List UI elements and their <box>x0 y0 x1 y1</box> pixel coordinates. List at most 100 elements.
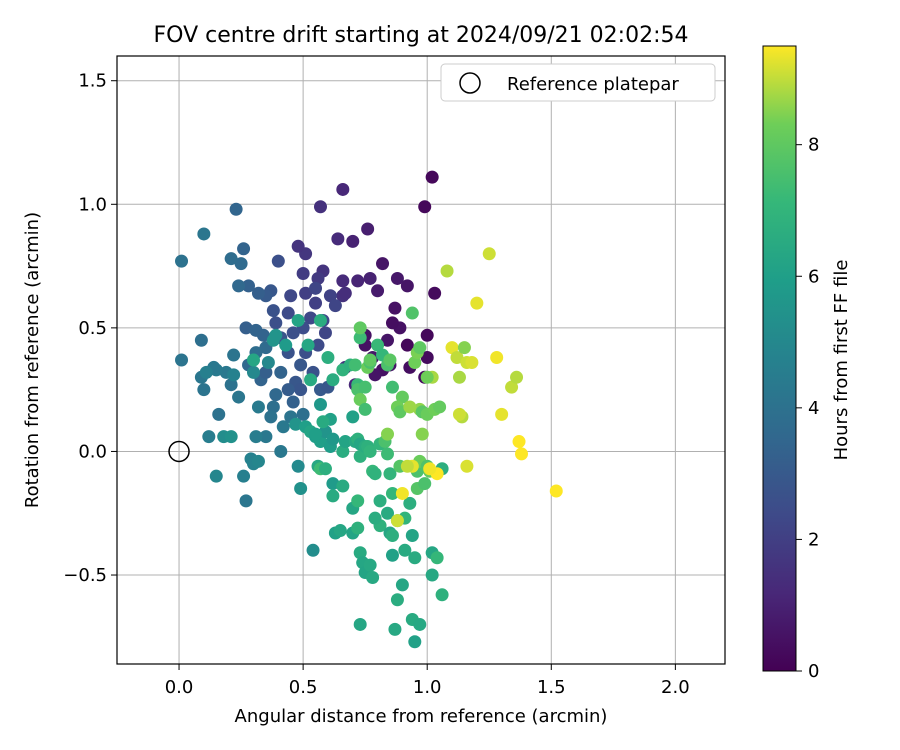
data-point <box>234 257 248 271</box>
data-point <box>227 368 241 382</box>
data-point <box>393 405 407 419</box>
x-tick-label: 0.5 <box>289 677 318 698</box>
data-point <box>237 469 251 483</box>
data-point <box>326 432 340 446</box>
data-point <box>423 462 437 476</box>
data-point <box>368 467 382 481</box>
data-point <box>440 264 454 278</box>
data-point <box>353 321 367 335</box>
data-point <box>395 390 409 404</box>
data-point <box>209 469 223 483</box>
data-point <box>373 494 387 508</box>
data-point <box>366 570 380 584</box>
data-point <box>242 279 256 293</box>
data-point <box>346 234 360 248</box>
data-point <box>294 383 308 397</box>
data-point <box>266 400 280 414</box>
data-point <box>309 296 323 310</box>
data-point <box>313 397 327 411</box>
x-tick-label: 1.5 <box>537 677 566 698</box>
data-point <box>202 430 216 444</box>
legend: Reference platepar <box>440 63 716 102</box>
data-point <box>269 316 283 330</box>
data-point <box>261 355 275 369</box>
data-point <box>232 390 246 404</box>
data-point <box>318 462 332 476</box>
data-point <box>353 393 367 407</box>
data-point <box>224 430 238 444</box>
data-point <box>306 543 320 557</box>
y-tick-label: 0.5 <box>78 318 107 339</box>
x-axis-ticks: 0.0 0.5 1.0 1.5 2.0 <box>165 664 690 698</box>
data-point <box>549 484 563 498</box>
data-point <box>338 286 352 300</box>
data-point <box>435 588 449 602</box>
data-point <box>512 435 526 449</box>
data-point <box>197 227 211 241</box>
data-point <box>385 548 399 562</box>
data-point <box>296 266 310 280</box>
colorbar-tick-label: 6 <box>808 266 819 287</box>
data-point <box>274 365 288 379</box>
data-point <box>353 449 367 463</box>
data-point <box>291 239 305 253</box>
data-point <box>351 494 365 508</box>
data-point <box>405 528 419 542</box>
data-point <box>371 338 385 352</box>
data-point <box>383 467 397 481</box>
data-point <box>279 338 293 352</box>
data-point <box>358 402 372 416</box>
data-point <box>313 200 327 214</box>
data-point <box>418 200 432 214</box>
data-point <box>246 365 260 379</box>
data-point <box>264 410 278 424</box>
data-point <box>286 326 300 340</box>
y-tick-label: 1.5 <box>78 71 107 92</box>
data-point <box>299 286 313 300</box>
colorbar-ticks: 0 2 4 6 8 <box>796 135 819 682</box>
data-point <box>415 427 429 441</box>
x-tick-label: 2.0 <box>661 677 690 698</box>
legend-label-reference: Reference platepar <box>507 74 679 95</box>
data-point <box>400 338 414 352</box>
data-point <box>175 353 189 367</box>
data-point <box>405 306 419 320</box>
data-point <box>336 182 350 196</box>
data-point <box>380 506 394 520</box>
data-point <box>388 622 402 636</box>
data-point <box>336 274 350 288</box>
data-point <box>452 407 466 421</box>
data-point <box>269 388 283 402</box>
data-point <box>398 543 412 557</box>
data-point <box>304 311 318 325</box>
data-point <box>505 380 519 394</box>
data-point <box>251 454 265 468</box>
data-point <box>460 459 474 473</box>
data-point <box>311 338 325 352</box>
data-point <box>383 353 397 367</box>
data-point <box>326 373 340 387</box>
data-point <box>336 479 350 493</box>
data-point <box>363 558 377 572</box>
legend-box <box>440 63 716 102</box>
data-point <box>224 378 238 392</box>
data-point <box>197 383 211 397</box>
data-point <box>380 333 394 347</box>
data-point <box>433 400 447 414</box>
y-axis-ticks: −0.5 0.0 0.5 1.0 1.5 <box>63 71 117 586</box>
data-point <box>251 400 265 414</box>
data-point <box>311 271 325 285</box>
data-point <box>388 301 402 315</box>
data-point <box>229 202 243 216</box>
chart-title: FOV centre drift starting at 2024/09/21 … <box>154 23 689 48</box>
y-tick-label: 0.0 <box>78 441 107 462</box>
data-point <box>380 447 394 461</box>
y-tick-label: 1.0 <box>78 194 107 215</box>
colorbar-gradient <box>762 45 797 672</box>
data-point <box>266 304 280 318</box>
data-point <box>346 410 360 424</box>
data-point <box>351 521 365 535</box>
data-point <box>232 279 246 293</box>
x-tick-label: 0.0 <box>165 677 194 698</box>
data-point <box>321 351 335 365</box>
